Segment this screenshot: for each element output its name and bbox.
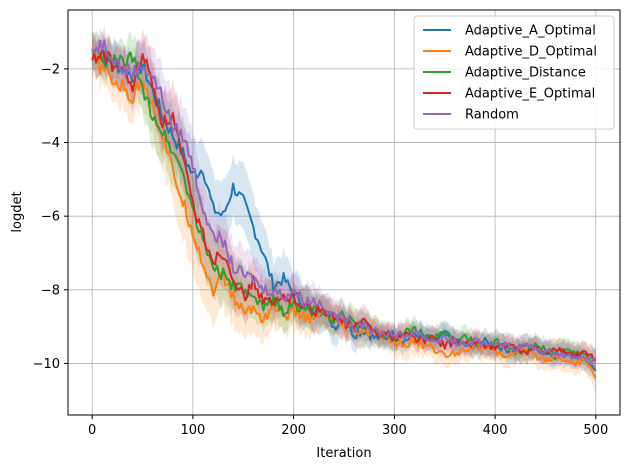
y-tick-label: −8	[41, 283, 60, 298]
confidence-band	[92, 30, 596, 393]
axis-ticks: 0 100 200 300 400 500 −10 −8 −6 −4 −2	[33, 62, 609, 438]
series-line	[91, 39, 597, 363]
y-tick-label: −4	[41, 136, 60, 151]
legend-label: Adaptive_Distance	[465, 66, 586, 81]
plot-frame	[67, 9, 621, 416]
legend-label: Adaptive_D_Optimal	[465, 45, 597, 60]
x-tick-label: 100	[180, 423, 205, 438]
x-tick-label: 0	[88, 423, 96, 438]
confidence-band	[92, 29, 596, 372]
x-tick-label: 300	[382, 423, 407, 438]
legend: Adaptive_A_Optimal Adaptive_D_Optimal Adap…	[413, 15, 615, 130]
legend-label: Random	[465, 108, 519, 123]
legend-label: Adaptive_A_Optimal	[465, 24, 596, 39]
legend-box	[413, 15, 615, 130]
y-tick-label: −10	[33, 357, 60, 372]
series-lines	[91, 39, 597, 379]
y-tick-label: −6	[41, 210, 60, 225]
legend-label: Adaptive_E_Optimal	[465, 87, 595, 102]
x-axis-label: Iteration	[316, 446, 371, 461]
y-axis-label: logdet	[10, 191, 25, 232]
x-tick-label: 400	[483, 423, 508, 438]
x-tick-label: 500	[583, 423, 608, 438]
y-tick-label: −2	[41, 62, 60, 77]
x-tick-label: 200	[281, 423, 306, 438]
